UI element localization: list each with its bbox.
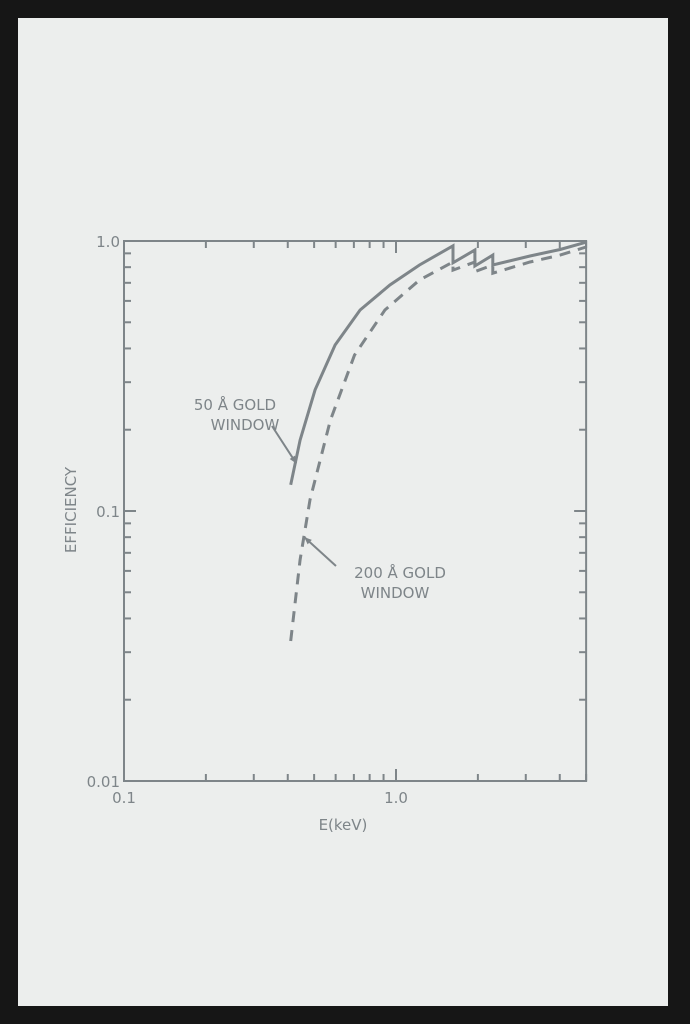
series-line-50A bbox=[289, 240, 587, 486]
y-axis-label: EFFICIENCY bbox=[62, 466, 80, 553]
x-tick-label: 1.0 bbox=[384, 789, 408, 807]
arrowhead-icon bbox=[289, 455, 297, 464]
arrowhead-icon bbox=[304, 537, 312, 545]
annotation-50-line1: 50 Å GOLD bbox=[194, 395, 276, 414]
y-tick-label: 0.01 bbox=[87, 773, 120, 791]
axes: 0.1 1.00.010.11.0 bbox=[87, 233, 588, 807]
x-tick-label: 0.1 bbox=[112, 789, 136, 807]
y-tick-label: 0.1 bbox=[96, 503, 120, 521]
y-tick-label: 1.0 bbox=[96, 233, 120, 251]
x-axis-label: E(keV) bbox=[319, 816, 368, 834]
annotation-arrow bbox=[271, 425, 298, 464]
plot-frame bbox=[123, 240, 588, 782]
annotation-50-line2: WINDOW bbox=[211, 416, 280, 434]
series-group bbox=[271, 240, 587, 642]
annotation-200-line2: WINDOW bbox=[361, 584, 430, 602]
annotation-200-line1: 200 Å GOLD bbox=[354, 563, 446, 582]
series-line-200A bbox=[289, 245, 587, 642]
